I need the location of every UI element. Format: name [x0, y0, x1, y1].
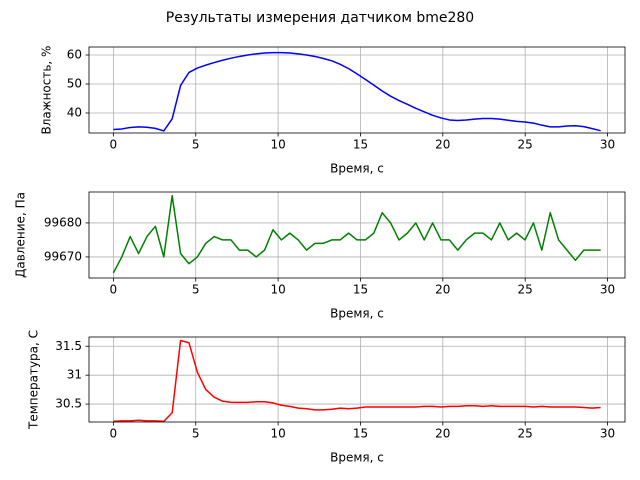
x-tick-label: 10 — [270, 138, 285, 152]
plot-area — [89, 47, 625, 133]
x-tick-label: 15 — [353, 427, 368, 441]
x-axis-label: Время, с — [330, 162, 384, 176]
x-tick-label: 20 — [435, 283, 450, 297]
x-tick-label: 30 — [600, 138, 615, 152]
y-axis-label: Влажность, % — [40, 46, 54, 135]
x-tick-label: 0 — [110, 283, 118, 297]
y-tick-label: 99670 — [44, 249, 82, 263]
data-line — [113, 51, 601, 132]
x-tick-label: 30 — [600, 283, 615, 297]
y-tick-label: 31 — [67, 368, 82, 382]
y-tick-label: 99680 — [44, 215, 82, 229]
x-tick-label: 20 — [435, 427, 450, 441]
axes-frame — [88, 191, 626, 279]
x-tick-label: 25 — [518, 138, 533, 152]
x-tick-label: 15 — [353, 283, 368, 297]
y-tick-label: 31.5 — [55, 339, 82, 353]
x-axis-label: Время, с — [330, 307, 384, 321]
y-axis-label: Давление, Па — [14, 192, 28, 278]
x-tick-label: 30 — [600, 427, 615, 441]
y-tick-label: 60 — [67, 48, 82, 62]
x-tick-label: 25 — [518, 427, 533, 441]
x-tick-label: 15 — [353, 138, 368, 152]
x-tick-label: 5 — [192, 283, 200, 297]
y-tick-label: 50 — [67, 76, 82, 90]
y-tick-label: 40 — [67, 105, 82, 119]
y-tick-label: 30.5 — [55, 397, 82, 411]
data-line — [113, 339, 601, 423]
axes-frame — [88, 336, 626, 423]
x-tick-label: 25 — [518, 283, 533, 297]
data-line — [112, 194, 601, 274]
y-axis-label: Температура, С — [27, 330, 41, 430]
x-tick-label: 5 — [192, 138, 200, 152]
plot-area — [89, 337, 625, 422]
x-tick-label: 10 — [270, 427, 285, 441]
x-tick-label: 0 — [110, 138, 118, 152]
figure-title: Результаты измерения датчиком bme280 — [166, 10, 474, 26]
x-tick-label: 5 — [192, 427, 200, 441]
x-tick-label: 10 — [270, 283, 285, 297]
x-tick-label: 20 — [435, 138, 450, 152]
x-tick-label: 0 — [110, 427, 118, 441]
x-axis-label: Время, с — [330, 451, 384, 465]
axes-frame — [88, 46, 626, 134]
